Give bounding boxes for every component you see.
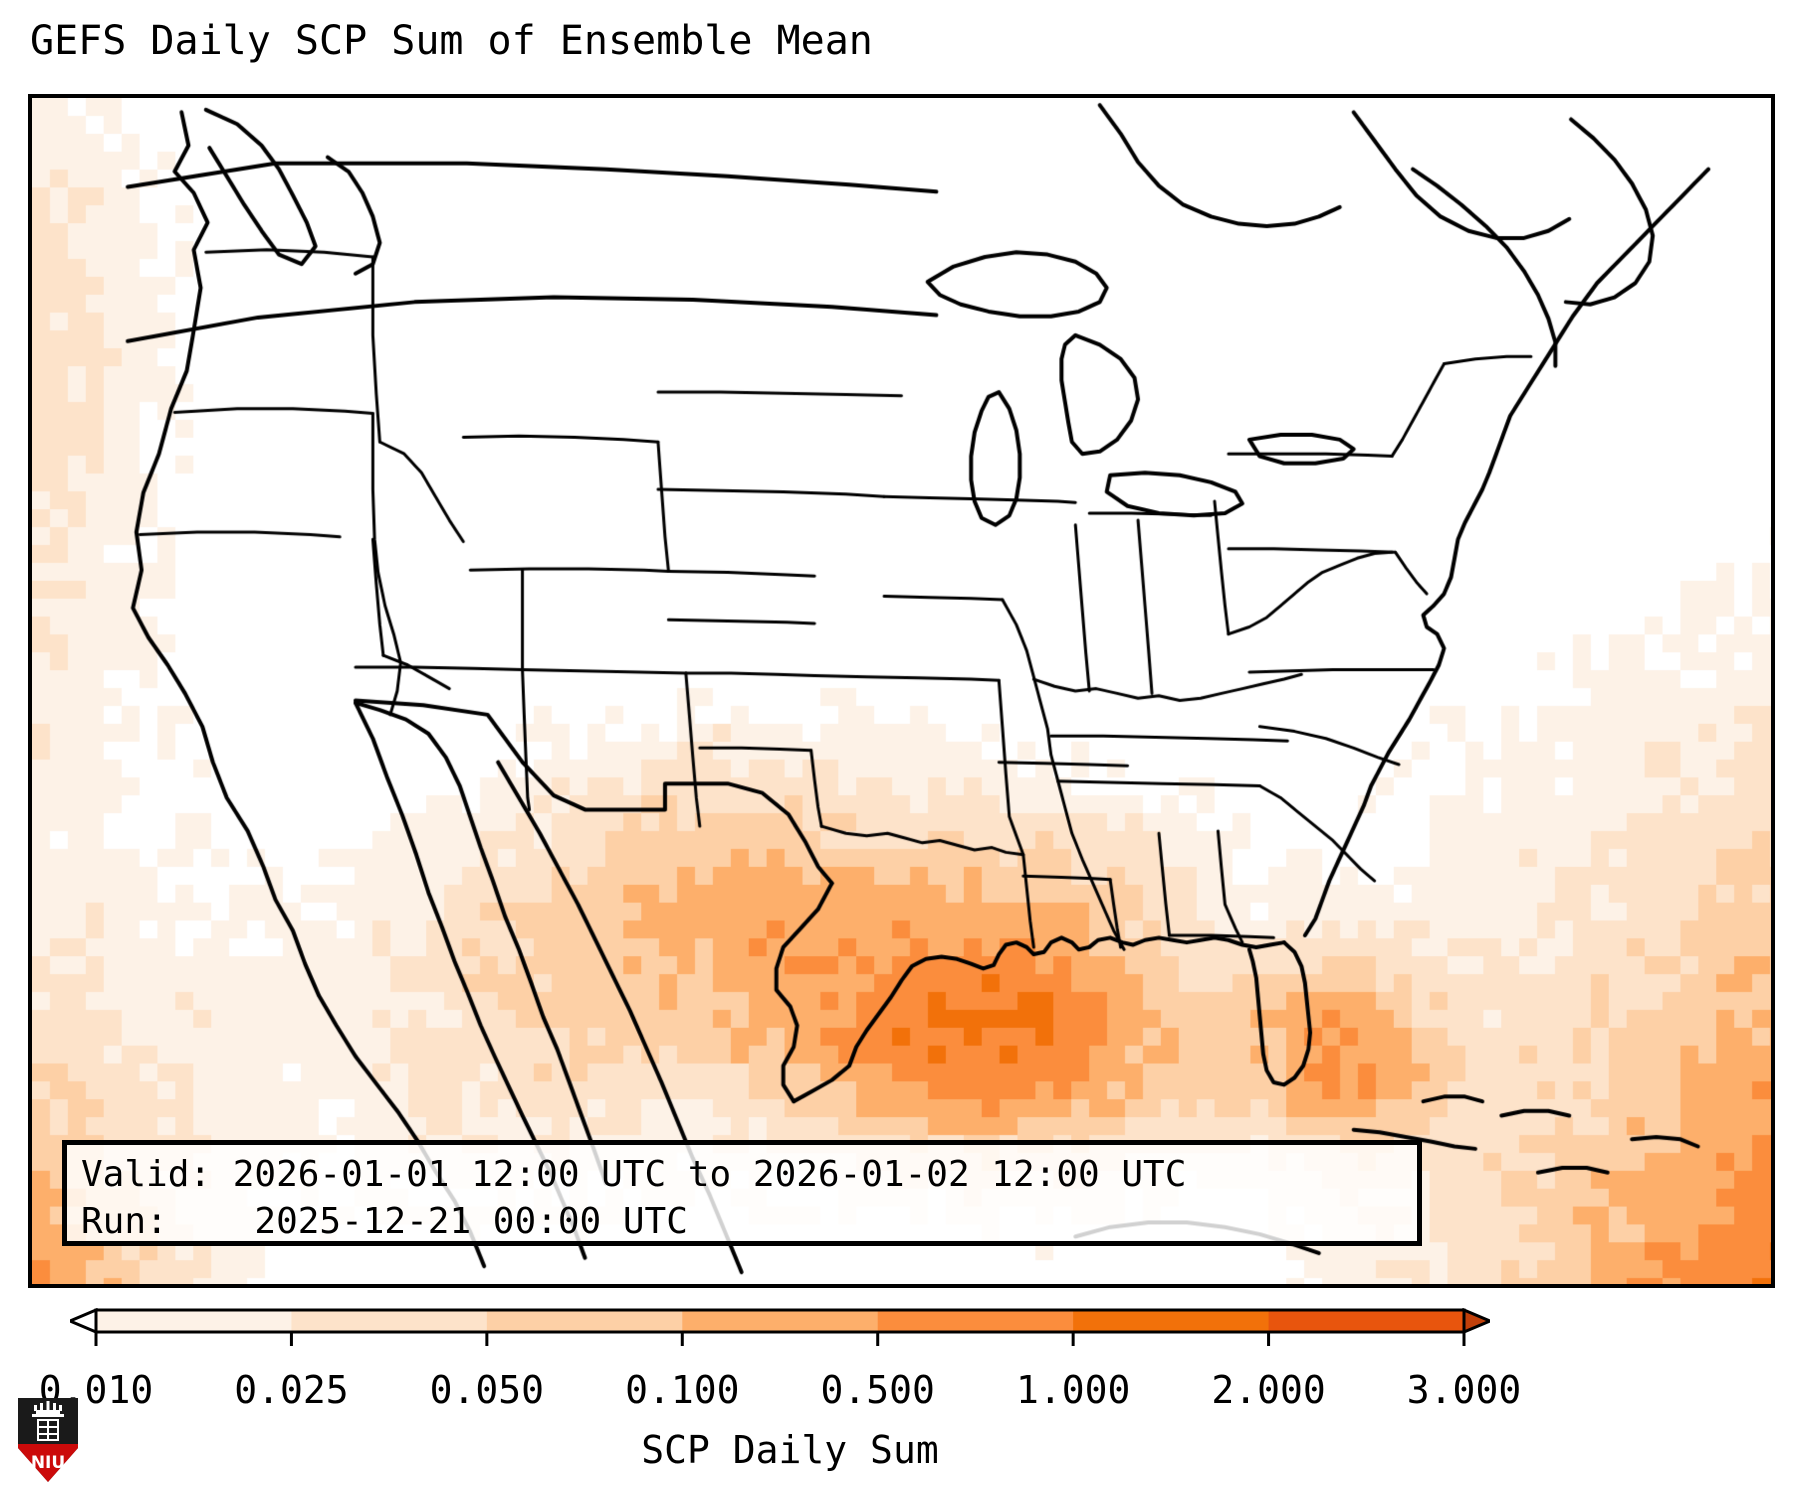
colorbar-axis-label: SCP Daily Sum [641, 1428, 939, 1472]
colorbar-tick-label: 3.000 [1406, 1368, 1522, 1412]
colorbar [70, 1308, 1490, 1348]
colorbar-tick-label: 0.050 [429, 1368, 545, 1412]
colorbar-tick-labels: 0.010 0.025 0.050 0.100 0.500 1.000 2.000 3.000 [0, 1368, 1803, 1418]
run-time-text: Run: 2025-12-21 00:00 UTC [81, 1201, 688, 1242]
svg-text:NIU: NIU [31, 1453, 65, 1473]
colorbar-tick-label: 1.000 [1015, 1368, 1131, 1412]
valid-time-text: Valid: 2026-01-01 12:00 UTC to 2026-01-0… [81, 1154, 1187, 1195]
colorbar-tick-label: 0.025 [234, 1368, 349, 1412]
page-title: GEFS Daily SCP Sum of Ensemble Mean [30, 18, 873, 64]
niu-logo: NIU [18, 1398, 78, 1482]
map-plot-area [28, 94, 1775, 1288]
map-boundaries-overlay [32, 98, 1771, 1284]
colorbar-tick-label: 0.100 [625, 1368, 740, 1412]
valid-run-annotation-box: Valid: 2026-01-01 12:00 UTC to 2026-01-0… [62, 1140, 1422, 1246]
colorbar-svg [70, 1308, 1490, 1346]
colorbar-tick-label: 0.500 [820, 1368, 935, 1412]
colorbar-tick-label: 2.000 [1211, 1368, 1326, 1412]
